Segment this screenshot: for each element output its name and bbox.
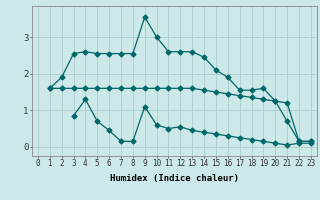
- X-axis label: Humidex (Indice chaleur): Humidex (Indice chaleur): [110, 174, 239, 183]
